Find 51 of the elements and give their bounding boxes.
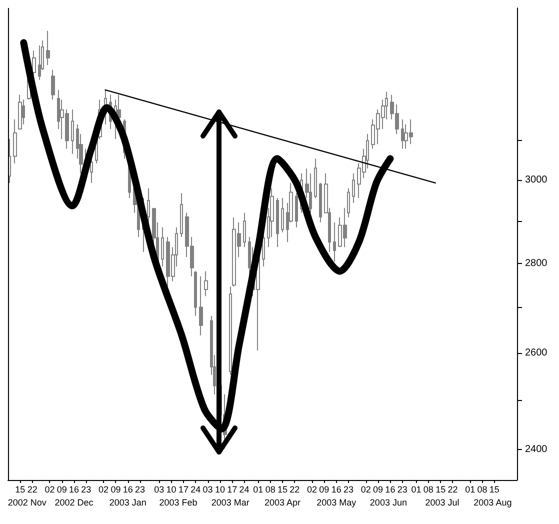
x-tick-label: 17 [178, 484, 188, 494]
x-tick-label: 03 [202, 484, 213, 494]
x-tick-label: 02 [307, 484, 318, 494]
x-tick-label: 09 [56, 484, 67, 494]
x-tick-label: 23 [397, 484, 408, 494]
x-tick-label: 15 [436, 484, 446, 494]
x-tick-label: 16 [69, 484, 80, 494]
x-tick-label: 23 [343, 484, 354, 494]
x2-tick-label: 2002 Nov [8, 498, 47, 508]
x-tick-label: 01 [465, 484, 476, 494]
x-tick-label: 09 [319, 484, 330, 494]
x-tick-label: 16 [331, 484, 342, 494]
x2-tick-label: 2003 Jun [370, 498, 407, 508]
x-tick-label: 09 [110, 484, 121, 494]
x-tick-label: 02 [98, 484, 109, 494]
x2-tick-label: 2003 Apr [264, 498, 300, 508]
x-tick-label: 08 [423, 484, 434, 494]
x-tick-label: 16 [385, 484, 396, 494]
x2-tick-label: 2003 Feb [159, 498, 198, 508]
y-tick-label: 2400 [525, 444, 548, 455]
x-tick-label: 02 [360, 484, 371, 494]
x-tick-label: 23 [135, 484, 146, 494]
x2-tick-label: 2003 Mar [211, 498, 250, 508]
x-tick-label: 15 [15, 484, 26, 494]
x-tick-label: 08 [477, 484, 488, 494]
x-tick-label: 23 [81, 484, 92, 494]
x-tick-label: 16 [122, 484, 133, 494]
y-tick-label: 3000 [525, 174, 548, 186]
x-tick-label: 24 [239, 484, 250, 494]
x2-tick-label: 2003 Jan [109, 498, 146, 508]
x-tick-label: 03 [154, 484, 164, 494]
x-tick-label: 24 [190, 484, 201, 494]
x-tick-label: 17 [227, 484, 238, 494]
x-tick-label: 10 [214, 484, 225, 494]
x2-tick-label: 2002 Dec [54, 498, 94, 508]
x2-tick-label: 2003 Jul [425, 498, 460, 508]
x-tick-label: 10 [166, 484, 176, 494]
x-tick-label: 15 [489, 484, 500, 494]
x-tick-label: 09 [373, 484, 384, 494]
x-tick-label: 22 [290, 484, 300, 494]
x-tick-label: 22 [448, 484, 458, 494]
y-tick-label: 2600 [525, 347, 548, 358]
x2-tick-label: 2003 May [316, 498, 357, 508]
x-tick-label: 08 [265, 484, 276, 494]
x-tick-label: 01 [253, 484, 264, 494]
y-tick-label: 2800 [525, 258, 548, 269]
x-tick-label: 02 [44, 484, 55, 494]
x-tick-label: 01 [411, 484, 422, 494]
x-tick-label: 15 [277, 484, 288, 494]
x2-tick-label: 2003 Aug [474, 498, 512, 508]
x-tick-label: 22 [27, 484, 38, 494]
